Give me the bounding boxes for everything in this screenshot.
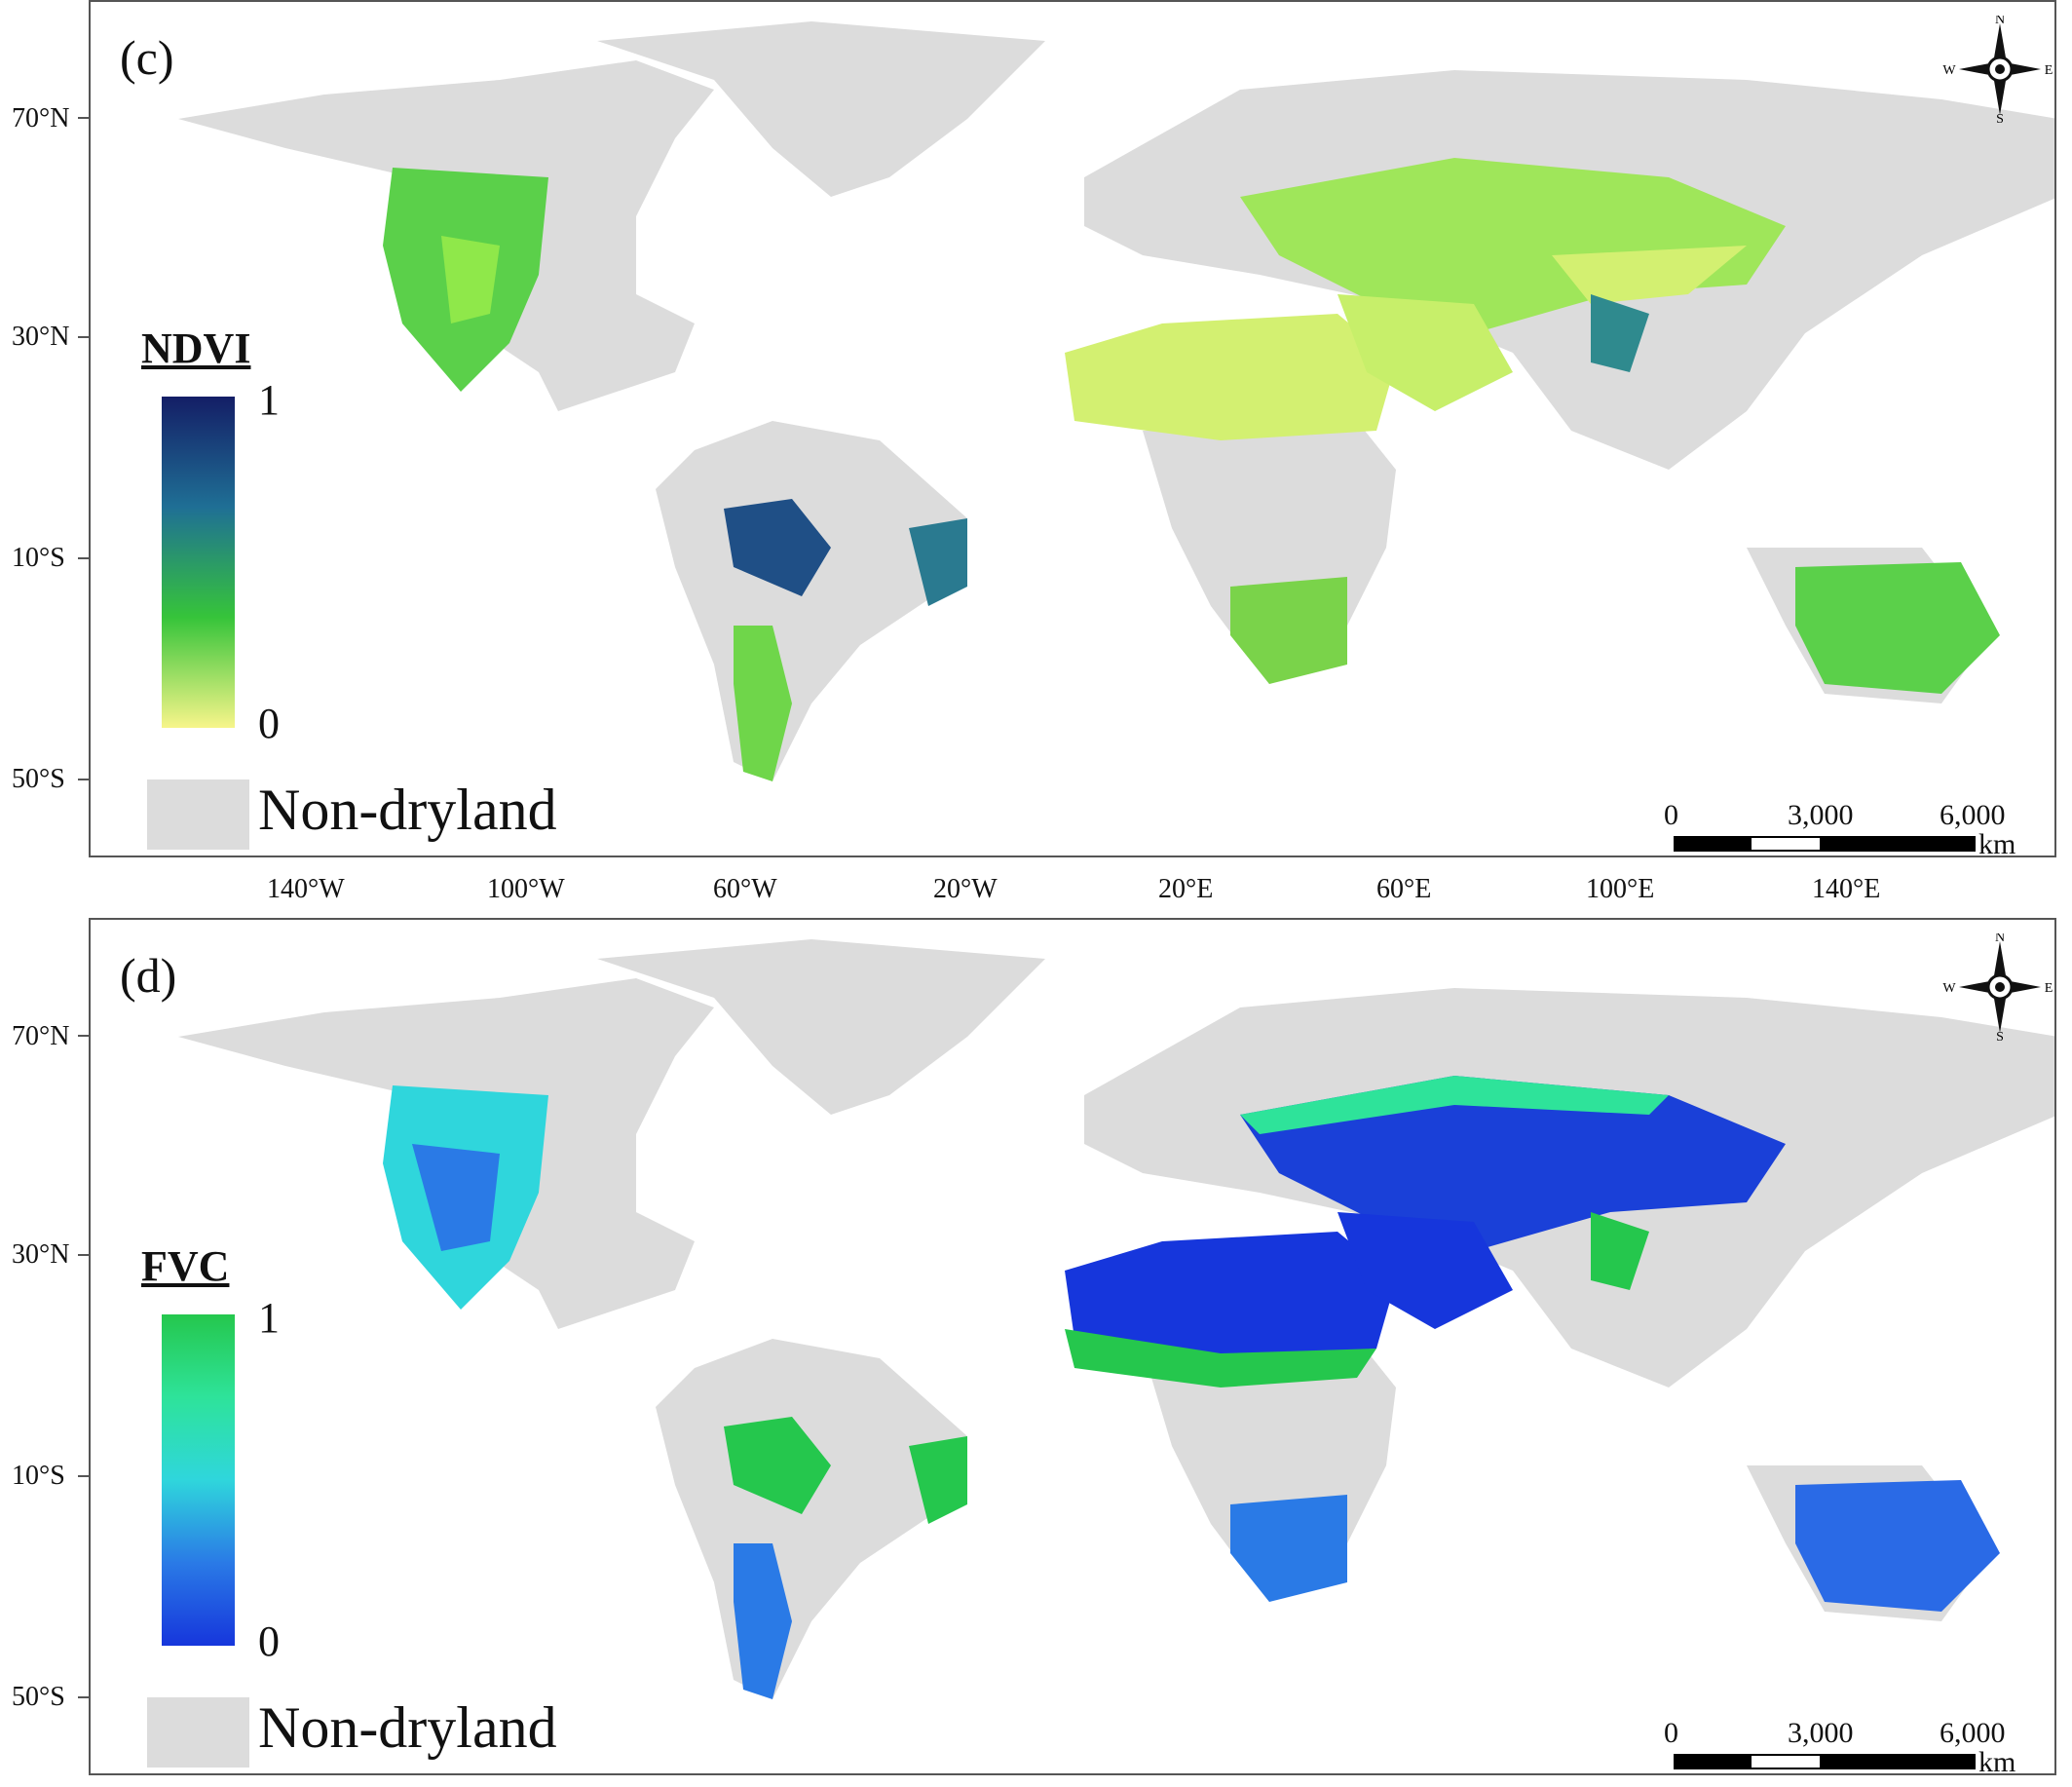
lat-tick: 10°S — [12, 1461, 65, 1491]
legend-title: FVC — [141, 1242, 230, 1290]
lat-tick: 70°N — [12, 103, 70, 133]
lon-tick: 20°W — [933, 874, 998, 904]
compass-e: E — [2045, 981, 2053, 996]
lat-tick-mark — [78, 336, 89, 338]
lat-tick-mark — [78, 557, 89, 559]
fvc-map-panel: (d) FVC 1 0 Non-dryland N S E W 0 3,000 … — [89, 918, 2056, 1775]
lat-tick-mark — [78, 1475, 89, 1477]
lon-tick: 140°E — [1812, 874, 1881, 904]
fvc-map — [178, 939, 2054, 1699]
ndvi-map — [178, 21, 2054, 781]
lat-tick-mark — [78, 779, 89, 780]
north-arrow-icon: N S E W — [1941, 13, 2054, 127]
non-dryland-label: Non-dryland — [258, 1695, 557, 1760]
scale-unit: km — [1978, 1746, 2016, 1775]
compass-s: S — [1996, 112, 2004, 123]
fvc-color-bar — [162, 1314, 235, 1646]
lat-tick-mark — [78, 1035, 89, 1037]
non-dryland-label: Non-dryland — [258, 778, 557, 842]
scale-unit: km — [1978, 828, 2016, 857]
panel-label: (c) — [120, 30, 174, 85]
lat-tick: 70°N — [12, 1021, 70, 1051]
legend-min-label: 0 — [258, 700, 280, 747]
scale-label-0: 0 — [1664, 1717, 1678, 1749]
non-dryland-swatch — [147, 779, 249, 850]
lat-tick: 50°S — [12, 1682, 65, 1712]
compass-n: N — [1995, 16, 2005, 27]
lat-tick: 30°N — [12, 1239, 70, 1270]
scale-label-6000: 6,000 — [1940, 799, 2006, 831]
lat-tick: 50°S — [12, 764, 65, 794]
scale-label-3000: 3,000 — [1788, 799, 1854, 831]
compass-w: W — [1942, 63, 1956, 78]
scale-segment — [1820, 1754, 1976, 1769]
panel-label: (d) — [120, 948, 177, 1003]
lat-tick-mark — [78, 1254, 89, 1256]
lat-tick-mark — [78, 117, 89, 119]
legend-min-label: 0 — [258, 1617, 280, 1665]
compass-w: W — [1942, 981, 1956, 996]
ndvi-color-bar — [162, 397, 235, 728]
compass-n: N — [1995, 933, 2005, 945]
scale-segment — [1750, 1754, 1822, 1769]
scale-label-6000: 6,000 — [1940, 1717, 2006, 1749]
legend-max-label: 1 — [258, 376, 280, 424]
lat-tick: 10°S — [12, 543, 65, 573]
legend-max-label: 1 — [258, 1294, 280, 1342]
lon-tick: 100°W — [487, 874, 565, 904]
lon-tick: 60°E — [1376, 874, 1432, 904]
lon-tick: 100°E — [1586, 874, 1655, 904]
lat-tick-mark — [78, 1696, 89, 1698]
lon-tick: 140°W — [267, 874, 345, 904]
fvc-dryland-regions — [383, 1076, 2000, 1699]
legend-title: NDVI — [141, 324, 251, 372]
compass-s: S — [1996, 1030, 2004, 1041]
lat-tick: 30°N — [12, 322, 70, 352]
north-arrow-icon: N S E W — [1941, 931, 2054, 1045]
lon-tick: 20°E — [1158, 874, 1214, 904]
ndvi-dryland-regions — [383, 158, 2000, 781]
scale-segment — [1820, 836, 1976, 852]
scale-segment — [1750, 836, 1822, 852]
lon-tick: 60°W — [713, 874, 777, 904]
scale-segment — [1674, 836, 1752, 852]
scale-label-0: 0 — [1664, 799, 1678, 831]
scale-label-3000: 3,000 — [1788, 1717, 1854, 1749]
scale-segment — [1674, 1754, 1752, 1769]
ndvi-map-panel: (c) NDVI 1 0 Non-dryland N S E W 0 3,000… — [89, 0, 2056, 857]
compass-e: E — [2045, 63, 2053, 78]
non-dryland-swatch — [147, 1697, 249, 1768]
